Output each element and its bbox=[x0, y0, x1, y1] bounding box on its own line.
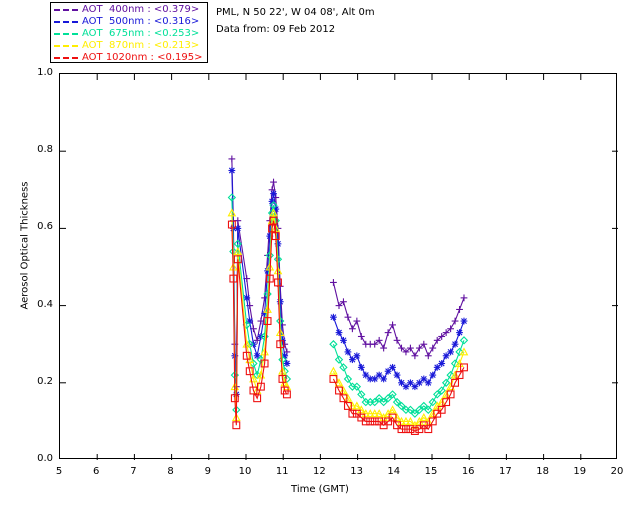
x-tick-label: 15 bbox=[424, 466, 438, 477]
x-tick-label: 17 bbox=[499, 466, 512, 477]
y-tick-label: 0.4 bbox=[37, 298, 53, 310]
x-tick-label: 9 bbox=[204, 466, 211, 477]
legend-swatch-icon bbox=[54, 9, 78, 11]
x-tick-label: 7 bbox=[130, 466, 137, 477]
x-tick-label: 18 bbox=[536, 466, 549, 477]
x-tick-label: 14 bbox=[387, 466, 401, 477]
series-aot-400nm bbox=[228, 155, 468, 391]
legend-item-label: AOT 675nm : <0.253> bbox=[82, 28, 200, 39]
x-tick-label: 20 bbox=[610, 466, 624, 477]
legend-item-aot-675: AOT 675nm : <0.253> bbox=[51, 28, 207, 40]
legend-item-aot-870: AOT 870nm : <0.213> bbox=[51, 40, 207, 52]
y-tick-label: 1.0 bbox=[37, 67, 53, 78]
x-tick-label: 19 bbox=[573, 466, 587, 477]
x-tick-label: 13 bbox=[350, 466, 363, 477]
x-axis-title: Time (GMT) bbox=[291, 484, 349, 495]
x-tick-label: 16 bbox=[461, 466, 475, 477]
legend-item-label: AOT 1020nm : <0.195> bbox=[82, 52, 203, 63]
date-annotation: Data from: 09 Feb 2012 bbox=[216, 24, 336, 35]
legend-item-label: AOT 400nm : <0.379> bbox=[82, 4, 200, 15]
legend-swatch-icon bbox=[54, 21, 78, 23]
y-tick-label: 0.0 bbox=[37, 453, 53, 464]
x-tick-label: 8 bbox=[167, 466, 174, 477]
legend-item-aot-1020: AOT 1020nm : <0.195> bbox=[51, 52, 207, 64]
y-tick-label: 0.6 bbox=[37, 221, 53, 233]
x-tick-label: 11 bbox=[275, 466, 289, 477]
plot-area bbox=[59, 73, 618, 460]
legend-item-label: AOT 870nm : <0.213> bbox=[82, 40, 200, 51]
legend-item-aot-400: AOT 400nm : <0.379> bbox=[51, 4, 207, 16]
site-annotation: PML, N 50 22', W 04 08', Alt 0m bbox=[216, 7, 375, 18]
x-tick-label: 10 bbox=[238, 466, 252, 477]
data-series-layer bbox=[60, 74, 618, 460]
y-tick-label: 0.8 bbox=[37, 144, 53, 156]
x-tick-label: 6 bbox=[93, 466, 100, 477]
x-tick-label: 5 bbox=[55, 466, 63, 477]
legend-swatch-icon bbox=[54, 57, 78, 59]
y-tick-label: 0.2 bbox=[37, 375, 53, 387]
legend-item-aot-500: AOT 500nm : <0.316> bbox=[51, 16, 207, 28]
y-axis-title: Aerosol Optical Thickness bbox=[19, 181, 31, 310]
legend-swatch-icon bbox=[54, 33, 78, 35]
legend-swatch-icon bbox=[54, 45, 78, 47]
x-tick-label: 12 bbox=[313, 466, 326, 477]
series-aot-1020nm bbox=[227, 216, 468, 435]
legend: AOT 400nm : <0.379> AOT 500nm : <0.316> AO… bbox=[50, 2, 208, 63]
legend-item-label: AOT 500nm : <0.316> bbox=[82, 16, 200, 27]
